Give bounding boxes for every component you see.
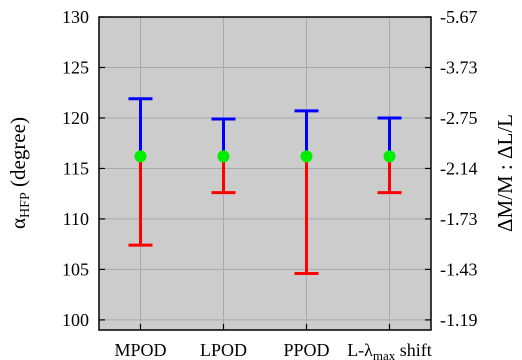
center-marker — [134, 150, 147, 163]
right-axis: -1.19 -1.43 -1.73 -2.14 -2.75 -3.73 -5.67 — [425, 7, 478, 330]
marks-layer — [128, 97, 402, 275]
left-axis: 100 105 110 115 120 125 130 — [62, 7, 105, 330]
x-tick-label-sub: max — [373, 348, 396, 360]
plot-frame — [98, 16, 432, 331]
left-tick-label: 120 — [62, 108, 89, 128]
x-tick-label-main: MPOD — [114, 340, 166, 360]
x-tick-label: MPOD — [114, 340, 166, 360]
left-tick-label: 105 — [62, 259, 89, 279]
x-tick-label-main: L-λ — [347, 340, 373, 360]
left-tick-label: 130 — [62, 7, 89, 27]
center-marker — [300, 150, 313, 163]
right-tick-label: -3.73 — [440, 57, 478, 77]
right-axis-title: ΔM/M : ΔL/L — [493, 114, 517, 232]
right-tick-label: -5.67 — [440, 7, 478, 27]
left-tick-label: 125 — [62, 57, 89, 77]
right-tick-label: -1.19 — [440, 310, 478, 330]
right-tick-label: -1.43 — [440, 259, 478, 279]
y-axis-title-main: α — [6, 218, 30, 229]
x-tick-label-main: LPOD — [200, 340, 247, 360]
y-axis-title-tail: (degree) — [6, 117, 30, 192]
x-tick-label: LPOD — [200, 340, 247, 360]
right-tick-label: -2.75 — [440, 108, 478, 128]
y-axis-title: αHFP (degree) — [6, 117, 33, 229]
left-tick-label: 100 — [62, 310, 89, 330]
center-marker — [217, 150, 230, 163]
y-axis-title-sub: HFP — [18, 192, 33, 218]
x-tick-label: L-λmax shift — [347, 340, 432, 360]
x-axis: MPOD LPOD PPOD L-λmax shift — [114, 324, 432, 360]
left-tick-label: 115 — [63, 158, 89, 178]
x-tick-label-main: PPOD — [283, 340, 329, 360]
left-tick-label: 110 — [63, 209, 89, 229]
x-tick-label-tail: shift — [395, 340, 432, 360]
x-tick-label: PPOD — [283, 340, 329, 360]
right-tick-label: -2.14 — [440, 158, 478, 178]
right-tick-label: -1.73 — [440, 209, 478, 229]
center-marker — [383, 150, 396, 163]
plot-area — [99, 17, 431, 330]
